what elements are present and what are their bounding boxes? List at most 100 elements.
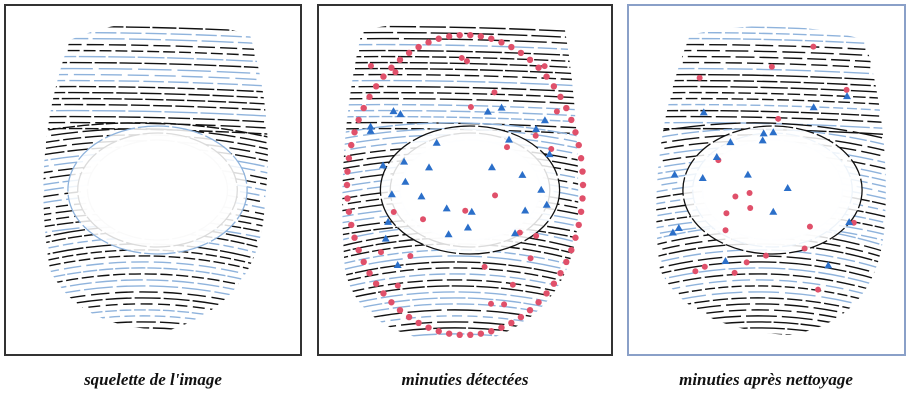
minutia-end [576, 142, 582, 148]
minutia-end [361, 105, 367, 111]
minutia-end [568, 247, 574, 253]
minutia-end [563, 259, 569, 265]
minutia-end [366, 270, 372, 276]
minutia-end [468, 104, 474, 110]
minutia-end [459, 55, 465, 61]
minutia-end [415, 320, 421, 326]
minutia-end [576, 222, 582, 228]
minutia-end [446, 33, 452, 39]
minutia-end [763, 253, 769, 259]
minutia-end [810, 44, 816, 50]
caption: squelette de l'image [83, 370, 222, 389]
minutia-end [373, 280, 379, 286]
minutia-end [351, 235, 357, 241]
minutia-end [747, 205, 753, 211]
minutia-end [554, 108, 560, 114]
minutia-end [420, 216, 426, 222]
minutia-end [361, 259, 367, 265]
minutia-end [488, 36, 494, 42]
minutia-end [467, 332, 473, 338]
minutia-end [368, 63, 374, 69]
minutia-end [478, 330, 484, 336]
minutia-end [436, 36, 442, 42]
caption: minuties détectées [401, 370, 528, 389]
minutia-end [457, 332, 463, 338]
minutia-end [542, 63, 548, 69]
minutia-end [747, 190, 753, 196]
minutia-end [697, 75, 703, 81]
minutia-end [467, 32, 473, 38]
minutia-end [533, 133, 539, 139]
minutia-end [351, 129, 357, 135]
minutia-end [551, 280, 557, 286]
minutia-end [488, 301, 494, 307]
figure: squelette de l'image minuties détectées … [0, 0, 909, 394]
minutia-end [557, 94, 563, 100]
minutia-end [527, 57, 533, 63]
minutia-end [579, 168, 585, 174]
minutia-end [492, 192, 498, 198]
minutia-end [508, 44, 514, 50]
minutia-end [723, 210, 729, 216]
minutia-end [344, 195, 350, 201]
minutia-end [391, 209, 397, 215]
minutia-end [702, 264, 708, 270]
minutia-end [543, 73, 549, 79]
minutia-end [568, 117, 574, 123]
minutia-end [344, 168, 350, 174]
minutia-end [572, 129, 578, 135]
minutia-end [488, 328, 494, 334]
minutia-end [373, 83, 379, 89]
minutia-end [388, 299, 394, 305]
minutia-end [744, 259, 750, 265]
page: squelette de l'image minuties détectées … [0, 0, 909, 394]
minutia-end [551, 83, 557, 89]
minutia-end [578, 209, 584, 215]
minutia-end [802, 245, 808, 251]
minutia-end [395, 283, 401, 289]
minutia-end [807, 224, 813, 230]
minutia-end [815, 287, 821, 293]
minutia-end [457, 32, 463, 38]
minutia-end [346, 155, 352, 161]
minutia-end [498, 39, 504, 45]
minutia-end [557, 270, 563, 276]
minutia-end [348, 142, 354, 148]
minutia-end [346, 209, 352, 215]
minutia-end [355, 117, 361, 123]
ridge [683, 126, 862, 254]
minutia-end [844, 87, 850, 93]
minutia-end [380, 290, 386, 296]
ridge [380, 126, 559, 254]
minutia-end [501, 301, 507, 307]
minutia-end [518, 314, 524, 320]
minutia-end [406, 50, 412, 56]
minutia-end [366, 94, 372, 100]
minutia-end [425, 39, 431, 45]
minutia-end [380, 73, 386, 79]
minutia-end [533, 233, 539, 239]
minutia-end [415, 44, 421, 50]
minutia-end [406, 314, 412, 320]
minutia-end [478, 33, 484, 39]
minutia-end [446, 330, 452, 336]
minutia-end [464, 58, 470, 64]
minutia-end [436, 328, 442, 334]
minutia-end [510, 282, 516, 288]
minutia-end [344, 182, 350, 188]
minutia-end [543, 290, 549, 296]
minutia-end [528, 255, 534, 261]
minutia-end [535, 65, 541, 71]
minutia-end [775, 116, 781, 122]
minutia-end [527, 307, 533, 313]
minutia-end [397, 307, 403, 313]
caption: minuties après nettoyage [679, 370, 853, 389]
minutia-end [535, 299, 541, 305]
minutia-end [378, 249, 384, 255]
minutia-end [425, 324, 431, 330]
ridge [68, 126, 247, 254]
minutia-end [579, 195, 585, 201]
minutia-end [392, 69, 398, 75]
minutia-end [508, 320, 514, 326]
minutia-end [348, 222, 354, 228]
